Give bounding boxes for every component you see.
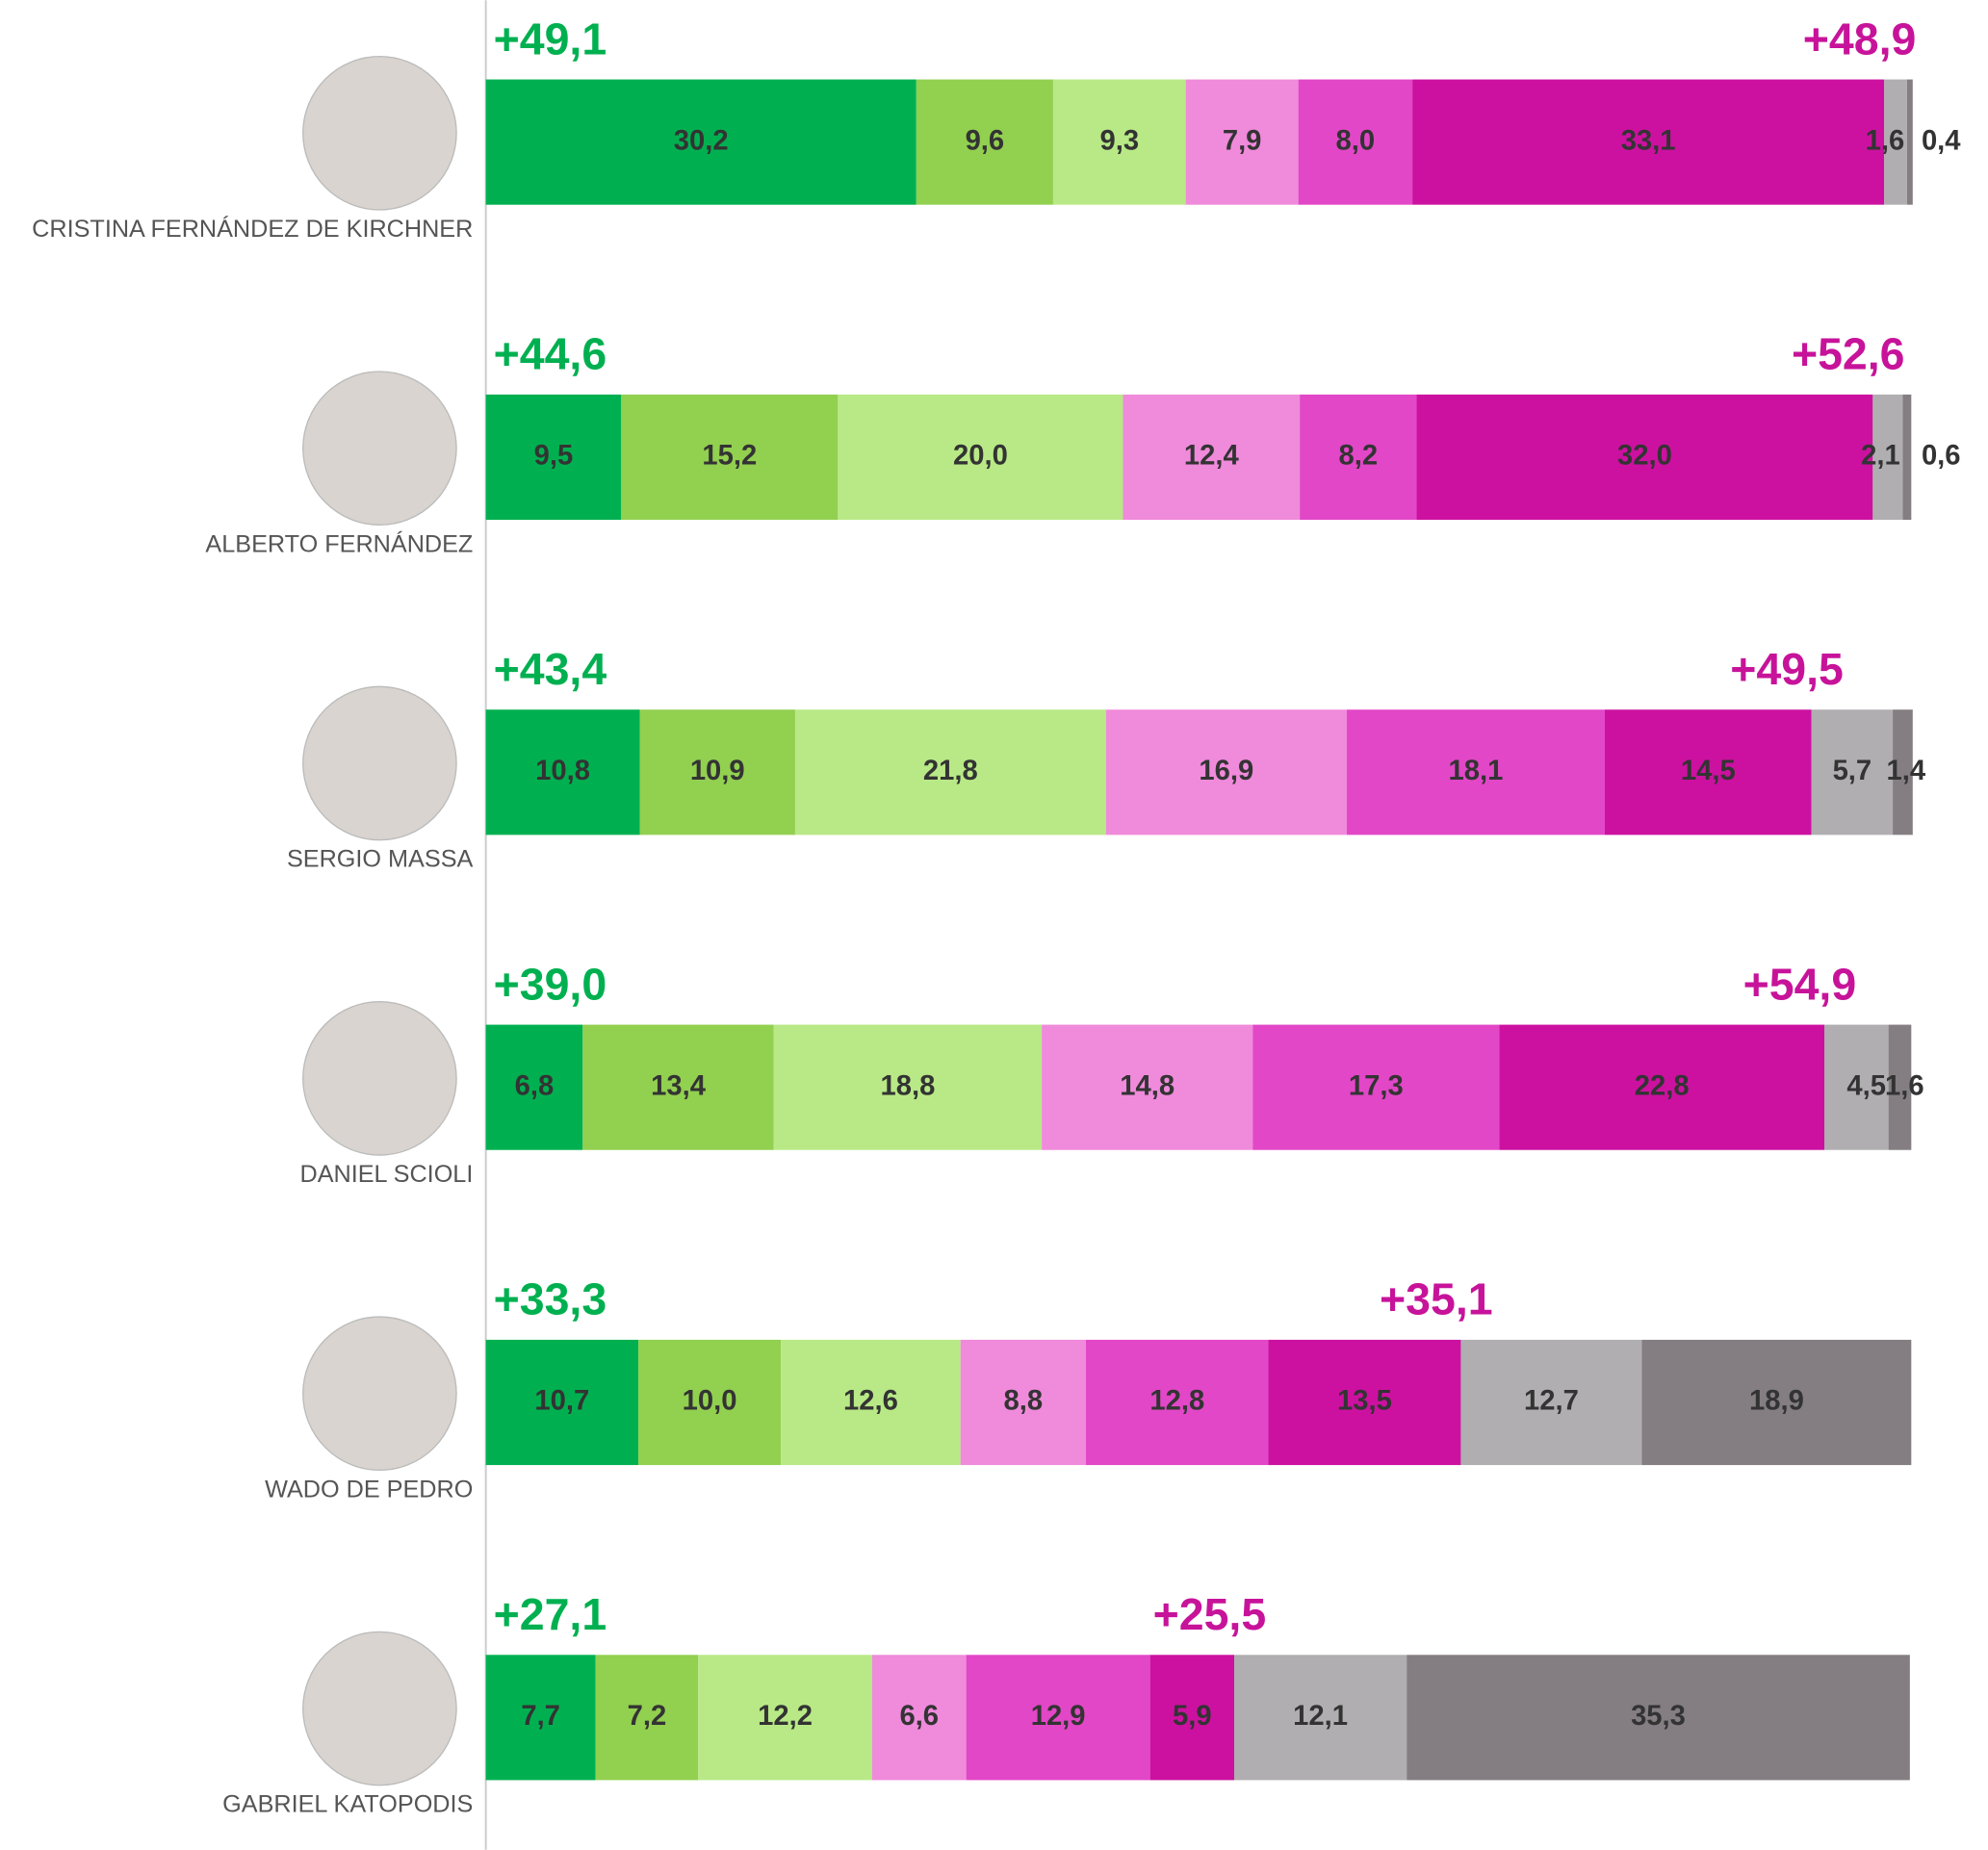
green-total: +49,1 (494, 13, 607, 64)
candidate-name: WADO DE PEDRO (265, 1476, 473, 1503)
segment-label: 10,0 (683, 1386, 737, 1417)
candidate-photo (303, 686, 456, 839)
candidate-photo (303, 372, 456, 525)
segment-label: 14,8 (1120, 1070, 1175, 1101)
green-total: +33,3 (494, 1274, 607, 1324)
segment-label: 12,4 (1184, 441, 1240, 472)
page: CRISTINA FERNÁNDEZ DE KIRCHNER 30,2 9,6 9,3… (0, 0, 1988, 1850)
segment-label: 12,9 (1031, 1701, 1086, 1732)
segment-label: 10,8 (535, 756, 590, 786)
segment-label: 10,7 (534, 1386, 589, 1417)
magenta-total: +48,9 (1803, 13, 1917, 64)
segment-label: 8,8 (1004, 1386, 1044, 1417)
chart: CRISTINA FERNÁNDEZ DE KIRCHNER 30,2 9,6 9,3… (0, 0, 1988, 1850)
segment-label: 10,9 (690, 756, 745, 786)
segment-label: 7,2 (628, 1701, 667, 1732)
segment-label: 9,3 (1099, 125, 1139, 156)
segment-label: 12,1 (1293, 1701, 1348, 1732)
segment-label: 12,7 (1524, 1386, 1579, 1417)
segment-label: 13,5 (1337, 1386, 1392, 1417)
segment-label: 15,2 (702, 441, 757, 472)
green-total: +43,4 (494, 644, 607, 694)
bar-segment (1907, 80, 1913, 205)
segment-label: 32,0 (1617, 441, 1672, 472)
magenta-total: +49,5 (1730, 644, 1844, 694)
segment-label: 1,6 (1866, 125, 1905, 156)
candidate-name: ALBERTO FERNÁNDEZ (205, 529, 473, 557)
green-total: +44,6 (494, 329, 607, 379)
segment-label: 22,8 (1635, 1070, 1690, 1101)
segment-label: 33,1 (1621, 125, 1676, 156)
segment-label: 7,7 (521, 1701, 560, 1732)
segment-label: 0,6 (1922, 441, 1961, 472)
magenta-total: +35,1 (1380, 1274, 1493, 1324)
candidate-name: GABRIEL KATOPODIS (222, 1791, 473, 1818)
segment-label: 1,6 (1885, 1070, 1924, 1101)
segment-label: 16,9 (1199, 756, 1253, 786)
segment-label: 13,4 (651, 1070, 707, 1101)
segment-label: 5,9 (1173, 1701, 1212, 1732)
segment-label: 12,2 (758, 1701, 813, 1732)
segment-label: 18,1 (1449, 756, 1504, 786)
segment-label: 12,8 (1149, 1386, 1204, 1417)
bar-segment (1902, 395, 1911, 520)
magenta-total: +54,9 (1743, 959, 1857, 1009)
candidate-name: SERGIO MASSA (287, 846, 474, 873)
segment-label: 9,6 (966, 125, 1005, 156)
candidate-name: CRISTINA FERNÁNDEZ DE KIRCHNER (32, 215, 473, 243)
segment-label: 35,3 (1631, 1701, 1686, 1732)
magenta-total: +52,6 (1792, 329, 1905, 379)
segment-label: 30,2 (674, 125, 729, 156)
candidate-name: DANIEL SCIOLI (299, 1161, 473, 1188)
segment-label: 18,8 (880, 1070, 935, 1101)
segment-label: 0,4 (1922, 125, 1961, 156)
segment-label: 14,5 (1681, 756, 1736, 786)
candidate-photo (303, 1317, 456, 1470)
segment-label: 8,2 (1339, 441, 1379, 472)
green-total: +27,1 (494, 1589, 607, 1639)
candidate-photo (303, 1002, 456, 1155)
segment-label: 5,7 (1833, 756, 1872, 786)
segment-label: 8,0 (1336, 125, 1376, 156)
segment-label: 17,3 (1349, 1070, 1404, 1101)
segment-label: 6,6 (899, 1701, 939, 1732)
candidate-photo (303, 1632, 456, 1785)
magenta-total: +25,5 (1153, 1589, 1267, 1639)
segment-label: 7,9 (1223, 125, 1262, 156)
segment-label: 18,9 (1749, 1386, 1804, 1417)
segment-label: 1,4 (1886, 756, 1925, 786)
candidate-photo (303, 57, 456, 210)
green-total: +39,0 (494, 959, 607, 1009)
segment-label: 6,8 (515, 1070, 555, 1101)
segment-label: 2,1 (1861, 441, 1900, 472)
segment-label: 20,0 (953, 441, 1008, 472)
segment-label: 9,5 (534, 441, 574, 472)
segment-label: 4,5 (1846, 1070, 1886, 1101)
segment-label: 21,8 (923, 756, 978, 786)
segment-label: 12,6 (843, 1386, 898, 1417)
